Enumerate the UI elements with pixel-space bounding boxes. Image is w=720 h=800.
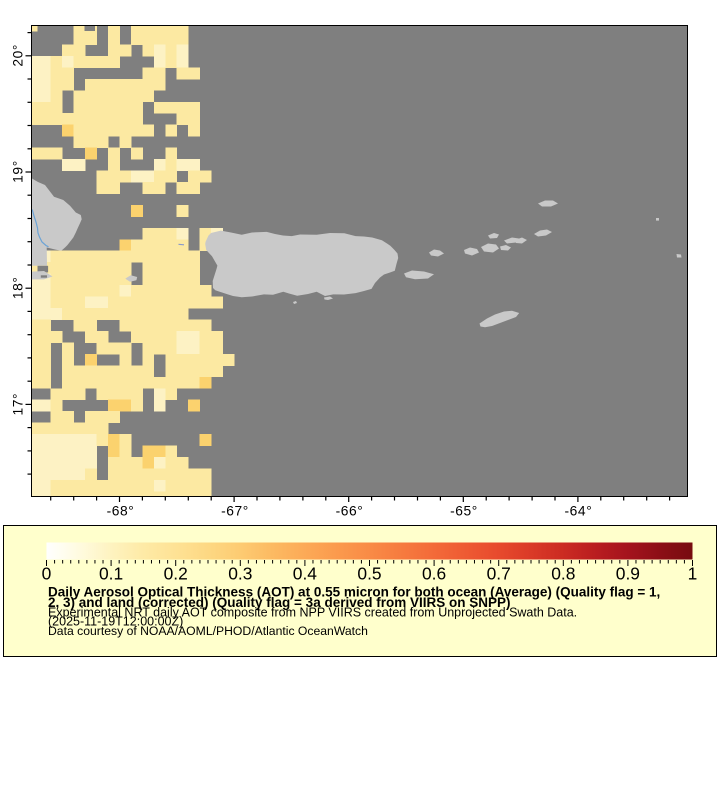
- svg-text:-66°: -66°: [336, 504, 364, 519]
- svg-text:0.9: 0.9: [616, 564, 640, 584]
- svg-text:0.6: 0.6: [422, 564, 446, 584]
- svg-text:(2025-11-19T12:00:00Z): (2025-11-19T12:00:00Z): [48, 615, 183, 629]
- svg-text:0.7: 0.7: [487, 564, 511, 584]
- svg-text:20°: 20°: [11, 44, 26, 67]
- svg-text:0.2: 0.2: [164, 564, 188, 584]
- svg-text:-67°: -67°: [221, 504, 249, 519]
- svg-text:0.8: 0.8: [551, 564, 575, 584]
- svg-text:0.1: 0.1: [99, 564, 123, 584]
- svg-text:18°: 18°: [11, 276, 26, 299]
- svg-text:0.5: 0.5: [357, 564, 381, 584]
- svg-text:17°: 17°: [11, 393, 26, 416]
- svg-text:0.4: 0.4: [293, 564, 318, 584]
- svg-text:Daily Aerosol Optical Thicknes: Daily Aerosol Optical Thickness (AOT) at…: [48, 585, 660, 600]
- svg-text:1: 1: [688, 564, 698, 584]
- svg-text:Data courtesy of NOAA/AOML/PHO: Data courtesy of NOAA/AOML/PHOD/Atlantic…: [48, 624, 368, 638]
- svg-text:0.3: 0.3: [228, 564, 252, 584]
- svg-text:-64°: -64°: [564, 504, 592, 519]
- svg-text:-65°: -65°: [450, 504, 478, 519]
- svg-text:Experimental NRT daily AOT com: Experimental NRT daily AOT composite fro…: [48, 605, 577, 619]
- svg-text:19°: 19°: [11, 160, 26, 183]
- svg-text:2, 3) and land (corrected) (Qu: 2, 3) and land (corrected) (Quality flag…: [48, 595, 510, 610]
- svg-text:0: 0: [42, 564, 52, 584]
- svg-text:-68°: -68°: [107, 504, 135, 519]
